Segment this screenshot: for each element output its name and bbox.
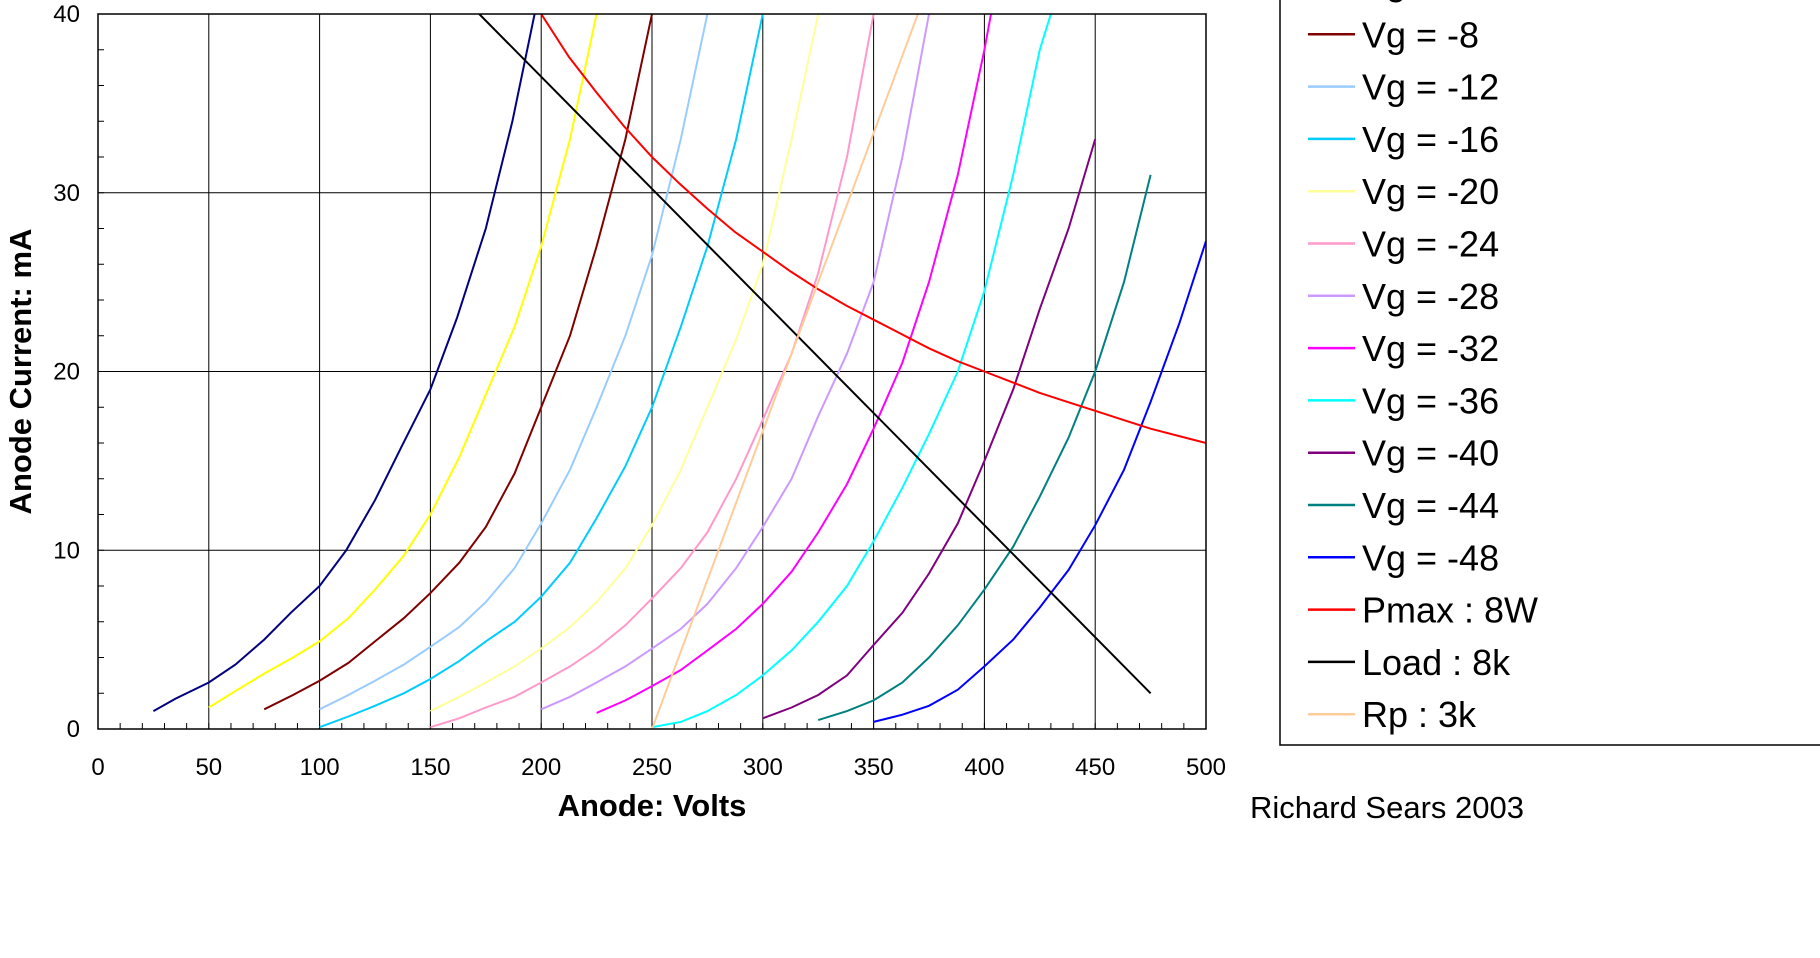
legend-label: Vg = -4	[1362, 0, 1479, 3]
y-tick-label: 30	[53, 180, 80, 207]
legend-label: Vg = -16	[1362, 119, 1499, 160]
series-line	[208, 14, 598, 709]
series-line	[596, 14, 992, 714]
series-line	[762, 138, 1097, 720]
legend: Vg = -4 Vg = -8 Vg = -12 Vg = -16 Vg = -20 Vg…	[1279, 0, 1820, 746]
legend-label: Rp : 3k	[1362, 694, 1477, 735]
y-tick-labels: 0 10 20 30 40	[53, 1, 80, 743]
series-layer	[152, 14, 1206, 729]
legend-label: Pmax : 8W	[1362, 590, 1538, 631]
credit-text: Richard Sears 2003	[1250, 790, 1524, 825]
series-line	[430, 14, 875, 729]
plot-frame	[97, 13, 1207, 730]
legend-label: Vg = -40	[1362, 433, 1499, 474]
legend-box	[1279, 0, 1820, 746]
series-line	[478, 14, 1152, 695]
y-tick-label: 20	[53, 359, 80, 386]
legend-label: Vg = -8	[1362, 14, 1479, 55]
legend-label: Vg = -20	[1362, 171, 1499, 212]
x-tick-label: 300	[743, 754, 783, 781]
legend-label: Vg = -44	[1362, 485, 1499, 526]
series-line	[651, 14, 1052, 729]
y-axis-title: Anode Current: mA	[3, 229, 38, 515]
minor-ticks	[97, 13, 1207, 730]
x-tick-label: 100	[300, 754, 340, 781]
series-line	[540, 14, 930, 711]
series-line	[263, 14, 653, 711]
legend-label: Vg = -48	[1362, 537, 1499, 578]
legend-label: Load : 8k	[1362, 642, 1511, 683]
legend-label: Vg = -12	[1362, 67, 1499, 108]
y-tick-label: 0	[67, 716, 80, 743]
x-tick-label: 450	[1075, 754, 1115, 781]
legend-label: Vg = -32	[1362, 328, 1499, 369]
legend-items: Vg = -4 Vg = -8 Vg = -12 Vg = -16 Vg = -20 Vg…	[1308, 0, 1538, 735]
x-tick-label: 0	[91, 754, 104, 781]
series-line	[319, 14, 709, 711]
x-tick-label: 400	[964, 754, 1004, 781]
series-line	[651, 14, 919, 729]
legend-label: Vg = -36	[1362, 380, 1499, 421]
x-tick-label: 150	[410, 754, 450, 781]
series-line	[817, 174, 1152, 722]
x-tick-label: 350	[854, 754, 894, 781]
series-line	[319, 14, 764, 729]
y-tick-label: 40	[53, 1, 80, 28]
series-line	[873, 240, 1206, 723]
x-tick-label: 200	[521, 754, 561, 781]
series-line	[429, 14, 820, 712]
series-line	[152, 14, 536, 712]
x-tick-label: 500	[1186, 754, 1226, 781]
x-tick-label: 50	[195, 754, 222, 781]
y-tick-label: 10	[53, 537, 80, 564]
legend-label: Vg = -24	[1362, 224, 1499, 265]
legend-label: Vg = -28	[1362, 276, 1499, 317]
x-axis-title: Anode: Volts	[558, 788, 747, 823]
x-tick-label: 250	[632, 754, 672, 781]
x-tick-labels: 0 50 100 150 200 250 300 350 400 450 500	[91, 754, 1226, 781]
series-line	[540, 14, 1206, 444]
grid	[97, 13, 1207, 730]
